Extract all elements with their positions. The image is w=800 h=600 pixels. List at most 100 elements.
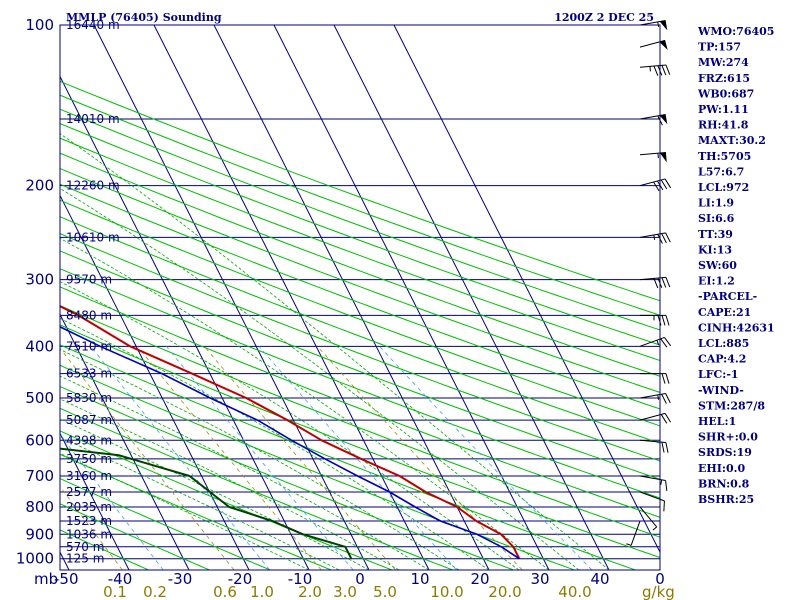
dry-adiabat-50	[60, 324, 660, 559]
index-1: TP:157	[698, 41, 741, 54]
wind-barb-7	[639, 276, 666, 281]
profile-layer	[60, 305, 521, 560]
moist-adiabat--5	[60, 436, 340, 570]
index-27: SRDS:19	[698, 446, 752, 459]
wind-barb-11	[639, 393, 666, 399]
temp-tick-8: 30	[530, 570, 549, 588]
index-2: MW:274	[698, 56, 749, 69]
mixing-ratio-label-8: 20.0	[488, 583, 521, 600]
pressure-label-800: 800	[25, 498, 54, 516]
dry-adiabat-110	[60, 216, 660, 444]
moist-adiabat-20	[60, 317, 490, 570]
height-label-700: 3160 m	[66, 469, 112, 483]
index-16: EI:1.2	[698, 275, 735, 288]
height-label-950: 570 m	[66, 540, 104, 554]
observation-time: 1200Z 2 DEC 25	[554, 11, 654, 24]
index-3: FRZ:615	[698, 72, 750, 85]
wind-pennant-0	[659, 20, 668, 31]
wind-barb-6	[639, 232, 666, 238]
index-15: SW:60	[698, 259, 737, 272]
height-label-250: 10610 m	[66, 230, 120, 244]
parcel-profile	[60, 325, 520, 560]
mixing-ratio-line-2	[60, 347, 235, 570]
mixing-ratio-line-5	[165, 346, 354, 570]
mixing-ratio-label-0: 0.1	[103, 583, 127, 600]
height-label-800: 2035 m	[66, 500, 112, 514]
wind-flag-5	[660, 179, 668, 190]
dry-adiabat-60	[60, 305, 660, 538]
wind-flag-7	[661, 277, 667, 288]
height-label-650: 3750 m	[66, 452, 112, 466]
wind-flag-7	[665, 277, 671, 288]
index-13: TT:39	[698, 228, 733, 241]
dry-adiabat-120	[60, 199, 660, 427]
wind-flag-8	[665, 315, 670, 326]
index-7: MAXT:30.2	[698, 134, 766, 147]
wind-barb-3	[639, 113, 666, 120]
index-10: LCL:972	[698, 181, 749, 194]
plot-frame	[59, 24, 661, 571]
index-11: LI:1.9	[698, 197, 734, 210]
dry-adiabat-10	[60, 407, 453, 570]
wind-barb-17	[630, 520, 641, 546]
station-title: MMLP (76405) Sounding	[66, 11, 222, 24]
wind-flag-11	[661, 393, 667, 404]
dry-adiabat-170	[60, 123, 660, 346]
temp-tick-10: 0	[655, 570, 665, 588]
isotherm-10	[153, 25, 430, 570]
index-29: BRN:0.8	[698, 477, 750, 490]
mixing-ratio-label-7: 10.0	[430, 583, 463, 600]
pressure-label-400: 400	[25, 337, 54, 355]
index-6: RH:41.8	[698, 119, 749, 132]
temp-tick-3: -20	[228, 570, 253, 588]
index-23: -WIND-	[698, 384, 744, 397]
wind-barb-13	[639, 439, 666, 444]
mixing-ratio-line-4	[137, 346, 322, 570]
wind-flag-11	[665, 393, 671, 404]
dewpoint-profile	[60, 431, 353, 560]
isotherm-40	[333, 25, 610, 570]
index-5: PW:1.11	[698, 103, 749, 116]
wind-half-flag-0	[657, 21, 660, 27]
wind-flag-9	[660, 338, 668, 348]
mixing-ratio-line-9	[379, 346, 593, 570]
wind-barb-2	[639, 64, 666, 68]
moist-adiabat-25	[60, 281, 520, 570]
index-8: TH:5705	[698, 150, 751, 163]
index-24: STM:287/8	[698, 399, 765, 412]
wind-half-flag-9	[656, 339, 660, 346]
wind-flag-12	[660, 414, 668, 424]
index-28: EHI:0.0	[698, 462, 745, 475]
wind-flag-6	[665, 232, 671, 243]
temp-tick-0: -50	[54, 570, 79, 588]
wind-flag-10	[661, 373, 666, 384]
moist-adiabat-5	[60, 398, 400, 570]
temperature-profile	[60, 305, 521, 560]
wind-flag-9	[664, 337, 672, 347]
index-30: BSHR:25	[698, 493, 754, 506]
wind-barb-0	[639, 19, 666, 26]
index-17: -PARCEL-	[698, 290, 757, 303]
wind-barb-1	[639, 39, 666, 48]
mixing-ratio-label-1: 0.2	[143, 583, 167, 600]
index-18: CAPE:21	[698, 306, 751, 319]
isotherm--30	[60, 313, 190, 570]
temp-tick-4: -10	[288, 570, 313, 588]
isotherm-0	[93, 25, 370, 570]
moist-adiabat-15	[60, 349, 460, 570]
isotherm-30	[273, 25, 550, 570]
wind-barb-layer	[626, 19, 672, 546]
height-label-850: 1523 m	[66, 514, 112, 528]
wind-flag-13	[665, 442, 669, 453]
pressure-label-900: 900	[25, 525, 54, 543]
isotherm-50	[393, 25, 660, 554]
isotherm--20	[60, 194, 250, 570]
temp-tick-5: 0	[355, 570, 365, 588]
dry-adiabat-70	[60, 286, 660, 518]
index-19: CINH:42631	[698, 321, 775, 334]
mixing-ratio-line-3	[90, 346, 271, 570]
height-label-600: 4398 m	[66, 433, 112, 447]
index-12: SI:6.6	[698, 212, 735, 225]
index-20: LCL:885	[698, 337, 749, 350]
height-label-900: 1036 m	[66, 527, 112, 541]
